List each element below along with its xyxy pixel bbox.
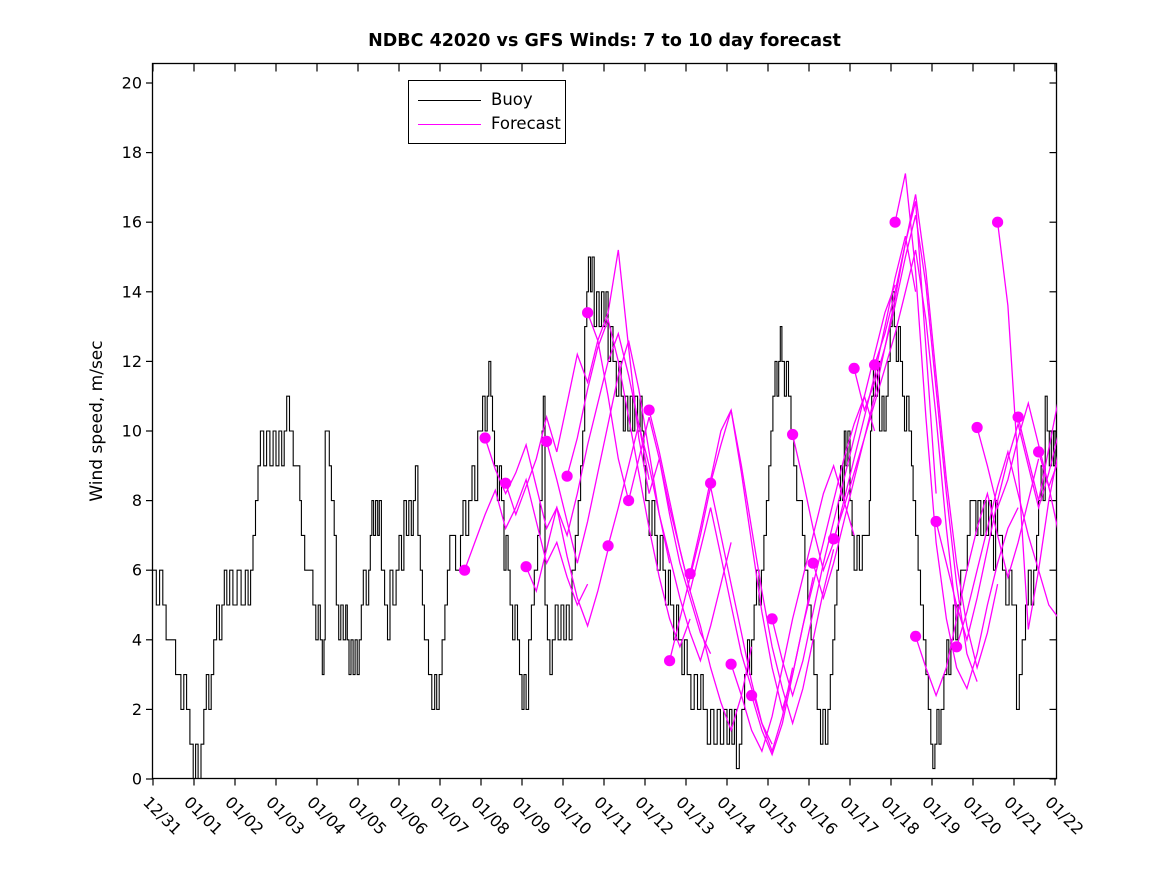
svg-text:14: 14 — [122, 282, 142, 301]
svg-text:01/16: 01/16 — [795, 793, 841, 839]
svg-text:01/07: 01/07 — [426, 793, 472, 839]
svg-text:20: 20 — [122, 74, 142, 93]
legend-label-forecast: Forecast — [491, 113, 561, 133]
svg-text:10: 10 — [122, 422, 142, 441]
buoy-line-swatch — [418, 99, 481, 101]
svg-text:01/10: 01/10 — [549, 793, 595, 839]
y-axis-label: Wind speed, m/sec — [87, 340, 107, 502]
svg-text:0: 0 — [132, 770, 142, 789]
legend-item-buoy: Buoy — [418, 88, 565, 112]
x-tick-labels: 12/3101/0101/0201/0301/0401/0501/0601/07… — [139, 793, 1087, 839]
legend-item-forecast: Forecast — [418, 112, 565, 136]
svg-text:4: 4 — [132, 630, 142, 649]
svg-text:01/12: 01/12 — [631, 793, 677, 839]
forecast-line-swatch — [418, 123, 481, 125]
svg-text:18: 18 — [122, 143, 142, 162]
svg-text:01/17: 01/17 — [836, 793, 882, 839]
svg-text:6: 6 — [132, 561, 142, 580]
svg-text:01/05: 01/05 — [344, 793, 390, 839]
svg-text:01/21: 01/21 — [1000, 793, 1046, 839]
svg-text:01/14: 01/14 — [713, 793, 759, 839]
svg-text:01/09: 01/09 — [508, 793, 554, 839]
svg-text:12: 12 — [122, 352, 142, 371]
svg-text:01/15: 01/15 — [754, 793, 800, 839]
svg-text:01/18: 01/18 — [877, 793, 923, 839]
svg-text:01/02: 01/02 — [221, 793, 267, 839]
svg-text:01/11: 01/11 — [590, 793, 636, 839]
svg-text:8: 8 — [132, 491, 142, 510]
svg-text:16: 16 — [122, 213, 142, 232]
svg-text:01/06: 01/06 — [385, 793, 431, 839]
svg-text:01/08: 01/08 — [467, 793, 513, 839]
svg-text:12/31: 12/31 — [139, 793, 185, 839]
legend: Buoy Forecast — [408, 80, 566, 144]
forecast-segments — [463, 173, 1057, 757]
plot-frame — [151, 62, 1058, 780]
forecast-start-markers — [459, 216, 1045, 702]
svg-text:01/03: 01/03 — [262, 793, 308, 839]
axis-ticks — [146, 63, 1057, 786]
svg-text:01/01: 01/01 — [180, 793, 226, 839]
svg-text:01/22: 01/22 — [1041, 793, 1087, 839]
buoy-series-line — [153, 256, 1057, 779]
svg-text:01/20: 01/20 — [959, 793, 1005, 839]
svg-text:01/19: 01/19 — [918, 793, 964, 839]
svg-text:2: 2 — [132, 700, 142, 719]
svg-text:01/13: 01/13 — [672, 793, 718, 839]
svg-text:01/04: 01/04 — [303, 793, 349, 839]
legend-label-buoy: Buoy — [491, 89, 533, 109]
y-tick-labels: 0 2 4 6 8 10 12 14 16 18 20 — [122, 74, 142, 789]
chart-title: NDBC 42020 vs GFS Winds: 7 to 10 day for… — [368, 31, 841, 51]
